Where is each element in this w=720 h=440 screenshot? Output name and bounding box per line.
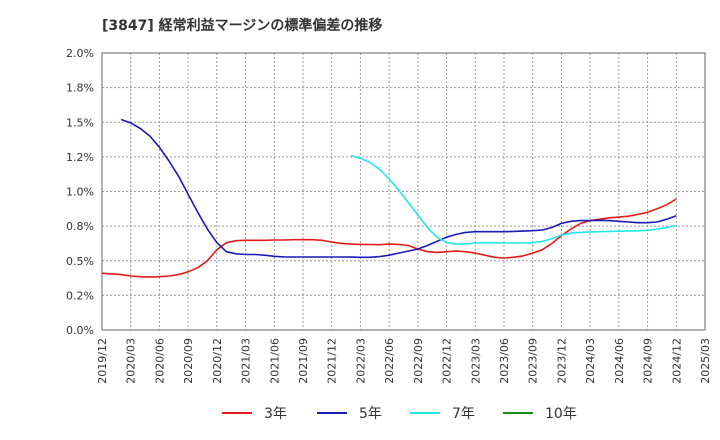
y-tick-label: 0.5%	[66, 255, 94, 268]
y-tick-label: 1.5%	[66, 116, 94, 129]
x-tick-label: 2023/06	[498, 338, 511, 384]
x-tick-label: 2020/12	[211, 338, 224, 384]
x-tick-label: 2024/12	[670, 338, 683, 384]
x-tick-label: 2021/12	[326, 338, 339, 384]
x-tick-label: 2023/03	[469, 338, 482, 384]
x-tick-label: 2024/06	[613, 338, 626, 384]
x-tick-label: 2020/03	[125, 338, 138, 384]
series-line-2	[350, 154, 677, 245]
plot-border	[101, 52, 706, 331]
x-tick-label: 2025/03	[699, 338, 712, 384]
legend-label-3: 10年	[545, 406, 577, 422]
x-tick-label: 2020/09	[182, 338, 195, 384]
x-tick-label: 2023/09	[527, 338, 540, 384]
legend: 3年 5年 7年 10年	[222, 406, 577, 422]
x-tick-label: 2021/06	[268, 338, 281, 384]
chart-title: [3847] 経常利益マージンの標準偏差の推移	[102, 17, 382, 34]
x-tick-label: 2024/09	[642, 338, 655, 384]
legend-label-1: 5年	[359, 406, 382, 422]
y-tick-label: 1.0%	[66, 186, 94, 199]
legend-label-0: 3年	[264, 406, 287, 422]
x-tick-label: 2022/12	[441, 338, 454, 384]
x-tick-label: 2019/12	[96, 338, 109, 384]
y-tick-label: 0.8%	[66, 220, 94, 233]
legend-label-2: 7年	[452, 406, 475, 422]
x-tick-label: 2024/03	[584, 338, 597, 384]
x-tick-label: 2020/06	[153, 338, 166, 384]
plot-area: 0.0% 0.2% 0.5% 0.8% 1.0% 1.2% 1.5% 1.8% 2.0% 2019…	[66, 47, 712, 384]
y-tick-label: 0.0%	[66, 324, 94, 337]
x-tick-label: 2022/09	[412, 338, 425, 384]
y-tick-label: 1.2%	[66, 151, 94, 164]
series-line-1	[120, 118, 677, 259]
x-tick-label: 2022/06	[383, 338, 396, 384]
y-tick-label: 0.2%	[66, 289, 94, 302]
y-tick-label: 2.0%	[66, 47, 94, 60]
x-tick-label: 2022/03	[354, 338, 367, 384]
x-tick-label: 2023/12	[555, 338, 568, 384]
series-line-0	[101, 198, 677, 278]
x-tick-label: 2021/03	[240, 338, 253, 384]
y-tick-label: 1.8%	[66, 82, 94, 95]
x-tick-label: 2021/09	[297, 338, 310, 384]
